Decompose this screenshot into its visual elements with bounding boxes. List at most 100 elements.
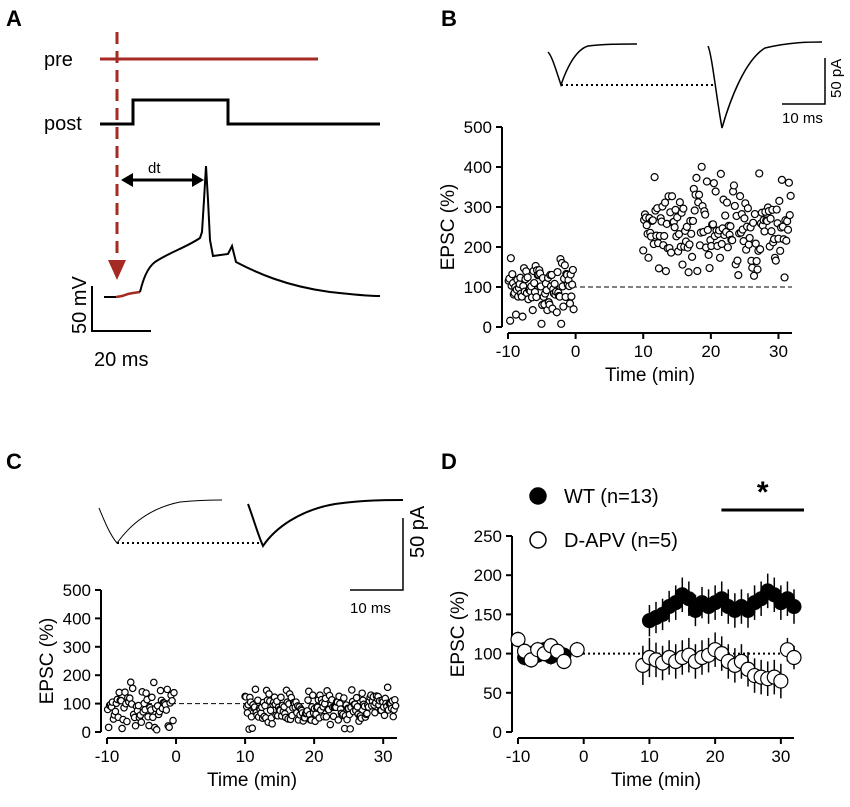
data-point (756, 245, 765, 254)
epsc-trace-potentiated (707, 41, 823, 129)
data-point (716, 169, 725, 178)
dt-arrowhead-left (121, 173, 133, 187)
x-tick-label: 20 (305, 747, 324, 766)
x-tick-label: 10 (236, 747, 255, 766)
data-point (766, 214, 775, 223)
data-point (644, 253, 653, 262)
data-point (685, 240, 694, 249)
data-point (682, 222, 691, 231)
data-point (104, 723, 113, 732)
data-point (733, 256, 742, 265)
data-point (692, 173, 701, 182)
x-tick-label: -10 (496, 342, 521, 361)
data-point (346, 725, 355, 733)
y-tick-label: 100 (474, 645, 502, 664)
data-point (391, 701, 400, 710)
data-point (753, 265, 762, 274)
panel-label-b: B (441, 6, 457, 31)
y-tick-label: 500 (63, 581, 91, 600)
panel-b-insets: 50 pA 10 ms (547, 41, 845, 129)
y-tick-label: 200 (63, 666, 91, 685)
data-point (773, 673, 789, 689)
data-point (170, 688, 178, 697)
data-point (506, 254, 515, 263)
x-tick-label: -10 (95, 747, 120, 766)
data-point (163, 685, 172, 694)
data-point (697, 162, 706, 171)
data-point (559, 302, 568, 311)
scale-bar-c (350, 518, 404, 591)
y-tick-label: 100 (464, 278, 492, 297)
dt-arrowhead-right (192, 173, 204, 187)
data-point (348, 686, 356, 694)
data-point (752, 256, 761, 266)
data-point (729, 181, 739, 190)
data-point (650, 172, 659, 182)
data-point (760, 227, 769, 236)
significance-star: * (757, 476, 769, 509)
data-point (711, 187, 720, 196)
data-point (550, 279, 559, 288)
dt-label: dt (148, 160, 161, 177)
data-point (701, 210, 710, 219)
vm-trace-spike (139, 165, 381, 297)
data-point (148, 693, 156, 702)
data-point (674, 230, 684, 239)
x-tick-label: 20 (701, 342, 720, 361)
y-axis-label: EPSC (%) (448, 591, 469, 678)
x-tick-label: -10 (506, 747, 531, 766)
data-point (169, 716, 177, 725)
data-point (654, 264, 664, 273)
data-point (749, 271, 759, 280)
data-point (679, 204, 688, 213)
data-point (675, 198, 684, 207)
data-point (530, 278, 539, 288)
scale-b-amp: 50 pA (828, 59, 845, 98)
data-point (118, 724, 126, 733)
data-point (556, 653, 572, 670)
data-point (785, 210, 794, 220)
data-point (532, 293, 541, 302)
data-point (749, 218, 758, 227)
data-point (150, 678, 158, 687)
panel-c-insets: 50 pA 10 ms (98, 499, 429, 617)
data-point (702, 177, 712, 186)
data-point (728, 236, 737, 245)
data-point (678, 260, 687, 269)
data-point (744, 240, 753, 249)
scale-bar-a (91, 286, 151, 332)
data-point (660, 198, 670, 207)
data-point (162, 706, 171, 714)
y-tick-label: 0 (493, 723, 502, 742)
y-tick-label: 300 (464, 198, 492, 217)
data-point (786, 649, 802, 666)
y-tick-label: 300 (63, 638, 91, 657)
data-point-wt (786, 599, 802, 615)
x-axis-label: Time (min) (611, 770, 701, 791)
legend-label: D-APV (n=5) (564, 530, 678, 552)
data-point (694, 190, 704, 199)
data-point (771, 256, 780, 265)
data-point (730, 201, 739, 211)
data-point (648, 216, 657, 225)
pre-label: pre (44, 49, 73, 71)
data-point (149, 713, 157, 722)
data-point (528, 306, 537, 315)
scale-bar-b (782, 58, 826, 105)
data-point (304, 696, 312, 704)
data-point (775, 196, 784, 206)
x-tick-label: 20 (706, 747, 725, 766)
data-point (265, 690, 273, 698)
data-point (251, 685, 260, 694)
data-point (709, 179, 718, 188)
data-point (389, 712, 398, 721)
data-point (721, 211, 730, 220)
data-point (569, 305, 578, 314)
data-point (142, 689, 150, 697)
data-point (380, 711, 389, 720)
y-tick-label: 250 (474, 527, 502, 546)
x-tick-label: 0 (571, 342, 580, 361)
data-point (358, 689, 366, 698)
data-point (248, 724, 257, 733)
data-point (568, 280, 577, 289)
